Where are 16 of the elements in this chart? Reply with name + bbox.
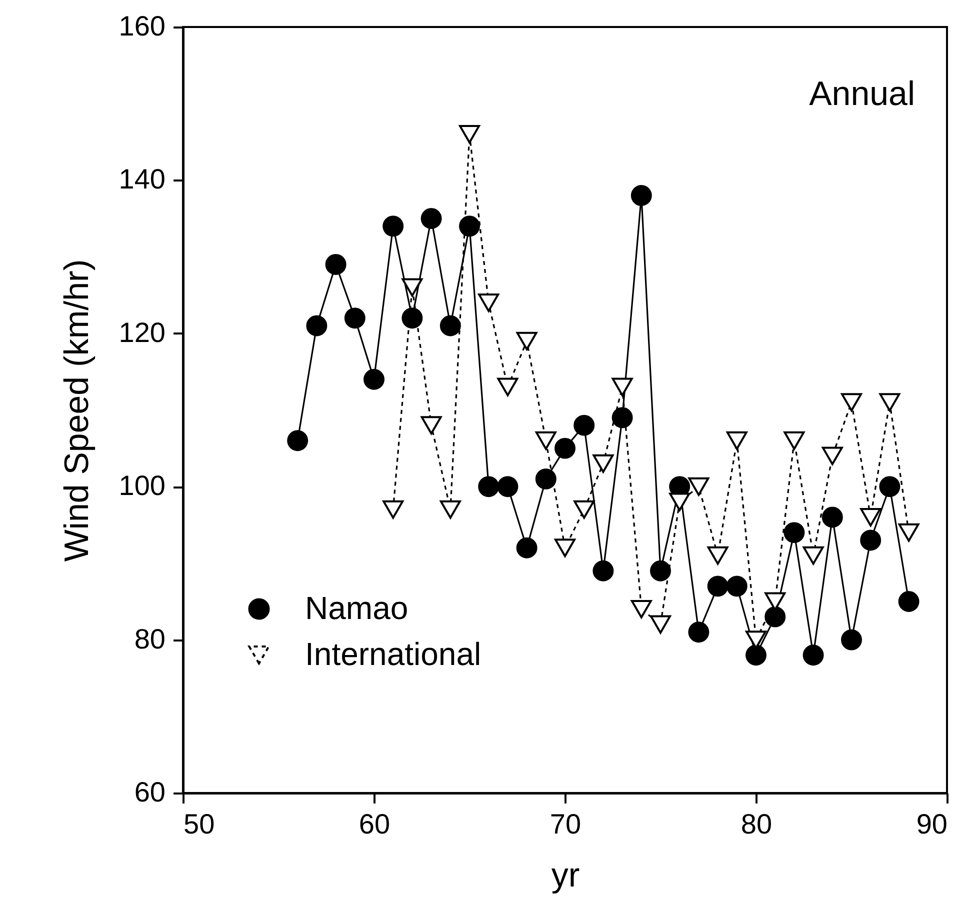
y-tick-label: 140 [118,164,166,195]
y-tick-label: 100 [118,470,166,502]
y-tick-label: 60 [134,776,166,808]
legend-label: International [305,636,482,672]
y-tick-label: 80 [134,623,166,654]
x-axis-title: yr [551,856,580,894]
x-tick-label: 80 [740,808,772,840]
annotation: Annual [809,75,915,113]
x-tick-label: 50 [184,808,215,840]
y-tick-label: 160 [118,10,166,42]
x-tick-label: 90 [916,808,948,840]
x-tick-label: 70 [550,808,582,840]
y-axis-title: Wind Speed (km/hr) [58,259,96,562]
legend-label: Namao [305,590,408,626]
x-tick-label: 60 [358,808,390,840]
y-tick-label: 120 [118,316,166,348]
